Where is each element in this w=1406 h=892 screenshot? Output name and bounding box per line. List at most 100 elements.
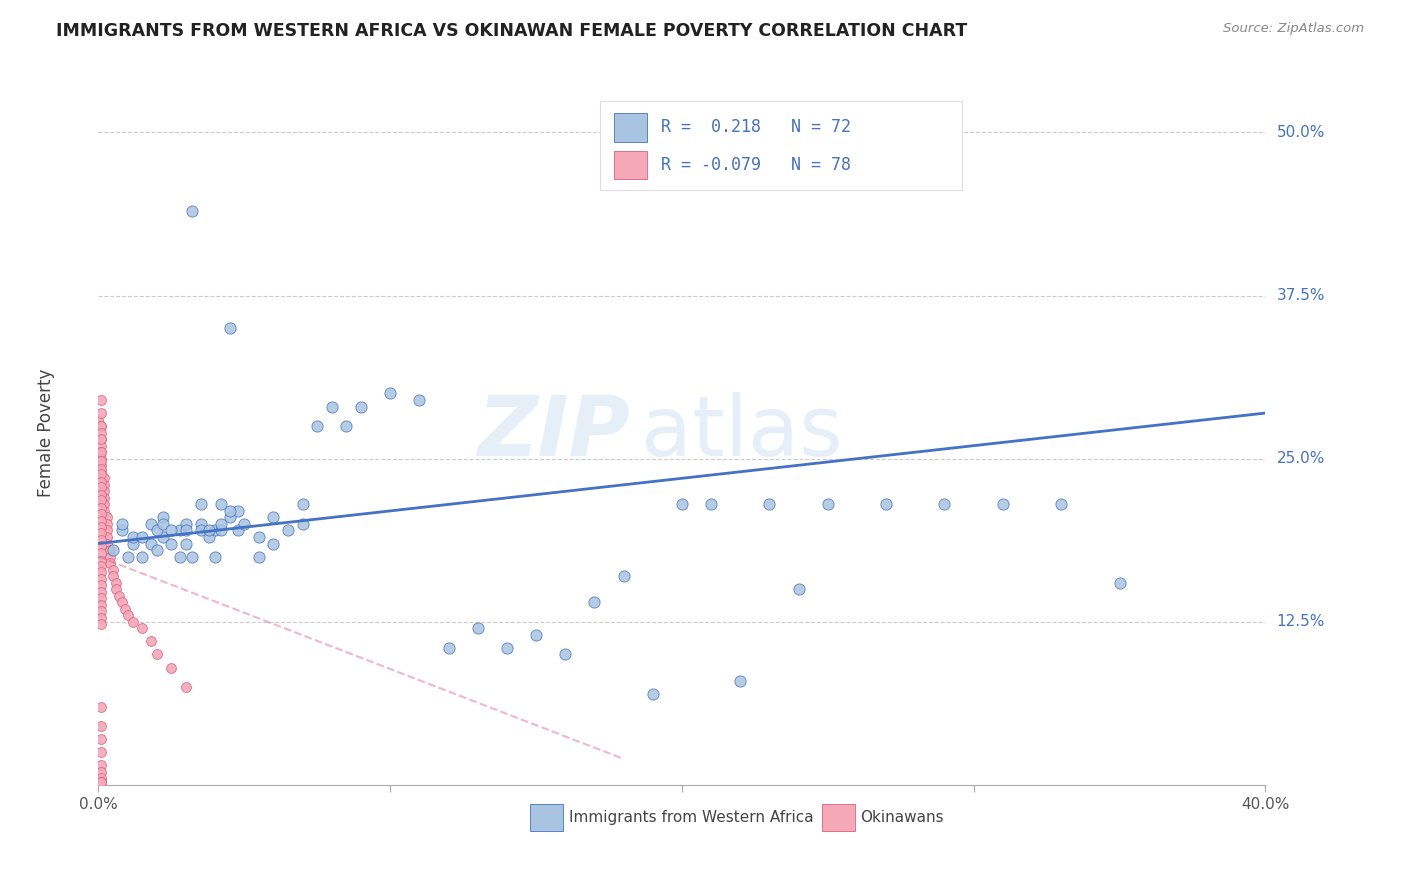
Text: IMMIGRANTS FROM WESTERN AFRICA VS OKINAWAN FEMALE POVERTY CORRELATION CHART: IMMIGRANTS FROM WESTERN AFRICA VS OKINAW… (56, 22, 967, 40)
Point (174, 516, 197, 531)
Point (131, 621, 153, 635)
Point (90, 439, 112, 453)
Point (335, 419, 357, 434)
Text: Okinawans: Okinawans (860, 810, 943, 825)
Text: 37.5%: 37.5% (1277, 288, 1324, 303)
Point (524, 628, 547, 642)
Point (101, 543, 124, 558)
Point (90, 526, 112, 541)
Point (321, 400, 343, 414)
Point (90, 475, 112, 490)
Point (209, 516, 232, 531)
Point (218, 510, 240, 524)
Point (87, 412, 110, 426)
Point (247, 549, 270, 564)
Point (96, 536, 118, 550)
Point (174, 536, 197, 550)
Point (180, 549, 202, 564)
Point (152, 510, 174, 524)
Point (90, 546, 112, 560)
Point (98, 543, 121, 558)
Point (111, 595, 134, 609)
Point (160, 524, 183, 538)
Point (700, 497, 723, 511)
Point (90, 519, 112, 533)
Point (90, 772, 112, 786)
Text: ZIP: ZIP (477, 392, 630, 473)
Point (817, 497, 839, 511)
Point (90, 507, 112, 521)
Point (90, 758, 112, 772)
Point (96, 516, 118, 531)
Point (247, 530, 270, 544)
Text: 50.0%: 50.0% (1277, 125, 1324, 140)
Point (90, 553, 112, 567)
Point (96, 530, 118, 544)
Point (307, 419, 329, 434)
Point (496, 640, 519, 655)
Point (90, 432, 112, 446)
Point (90, 451, 112, 466)
Point (169, 524, 191, 538)
Point (117, 608, 139, 623)
Point (204, 549, 226, 564)
Point (90, 584, 112, 599)
Point (262, 536, 284, 550)
Point (90, 454, 112, 468)
Point (122, 530, 145, 544)
Point (160, 536, 183, 550)
Point (190, 497, 212, 511)
Point (139, 634, 162, 648)
Point (96, 510, 118, 524)
Point (934, 497, 956, 511)
Point (104, 582, 127, 597)
Point (90, 465, 112, 479)
Point (146, 648, 169, 662)
Text: Source: ZipAtlas.com: Source: ZipAtlas.com (1223, 22, 1364, 36)
Point (152, 530, 174, 544)
Text: 25.0%: 25.0% (1277, 451, 1324, 467)
Point (174, 680, 197, 694)
Point (198, 524, 221, 538)
Point (671, 497, 693, 511)
Point (90, 539, 112, 553)
Point (122, 615, 145, 629)
Point (90, 501, 112, 516)
Point (291, 497, 314, 511)
Point (90, 445, 112, 459)
Point (146, 543, 169, 558)
Point (90, 558, 112, 573)
Point (101, 569, 124, 583)
Point (350, 400, 373, 414)
Point (108, 589, 131, 603)
Point (90, 611, 112, 625)
Point (1050, 497, 1073, 511)
FancyBboxPatch shape (600, 102, 962, 189)
Point (90, 425, 112, 440)
Point (152, 516, 174, 531)
Point (198, 530, 221, 544)
Point (218, 504, 240, 518)
Point (90, 488, 112, 502)
Point (90, 732, 112, 747)
FancyBboxPatch shape (823, 804, 855, 830)
FancyBboxPatch shape (614, 113, 647, 142)
Point (90, 462, 112, 476)
Point (90, 467, 112, 482)
Text: R = -0.079   N = 78: R = -0.079 N = 78 (661, 156, 851, 174)
Point (93, 484, 115, 499)
Text: Immigrants from Western Africa: Immigrants from Western Africa (568, 810, 813, 825)
Point (90, 775, 112, 789)
Point (90, 764, 112, 779)
Point (131, 549, 153, 564)
FancyBboxPatch shape (614, 151, 647, 179)
Point (228, 504, 250, 518)
Point (90, 578, 112, 592)
Point (787, 582, 810, 597)
Point (90, 432, 112, 446)
Point (204, 524, 226, 538)
Point (90, 775, 112, 789)
Point (90, 392, 112, 407)
Point (139, 516, 162, 531)
Point (111, 524, 134, 538)
